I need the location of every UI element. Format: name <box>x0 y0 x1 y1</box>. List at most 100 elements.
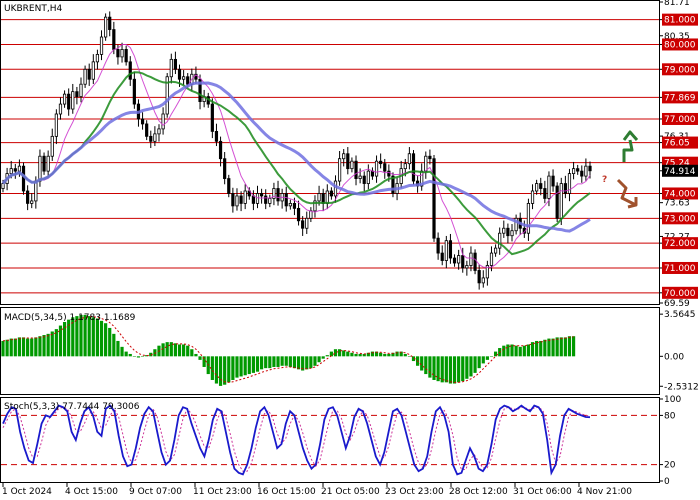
price-tick-label: 75.24 <box>664 159 690 169</box>
candle-body <box>99 36 104 55</box>
candle-body <box>535 183 539 192</box>
macd-bar <box>391 352 395 357</box>
macd-bar <box>506 344 510 357</box>
question-mark-icon: ? <box>602 175 607 185</box>
level-price-box <box>662 112 698 125</box>
candle-body <box>313 200 317 212</box>
macd-bar <box>448 356 453 384</box>
candle-body <box>42 155 46 172</box>
macd-bar <box>198 356 202 360</box>
ma-fast-line <box>2 44 591 268</box>
candle-body <box>120 49 124 58</box>
macd-bar <box>366 352 370 357</box>
macd-bar <box>255 356 260 372</box>
macd-bar <box>99 320 104 357</box>
macd-bar <box>83 314 87 357</box>
candle-body <box>75 91 79 98</box>
macd-bar <box>104 323 108 357</box>
macd-bar <box>173 343 178 357</box>
candle-body <box>457 255 461 264</box>
candle-body <box>444 240 448 261</box>
candle-body <box>584 165 588 177</box>
macd-bar <box>477 356 481 369</box>
macd-bar <box>342 350 346 357</box>
time-tick-label: 21 Oct 05:00 <box>321 487 380 497</box>
candle-body <box>473 252 477 271</box>
candle-body <box>333 180 338 197</box>
stoch-lines <box>1 404 659 476</box>
macd-bar <box>457 356 461 383</box>
level-price-box <box>662 261 698 274</box>
macd-bar <box>338 349 342 357</box>
candle-body <box>387 170 391 177</box>
candle-body <box>46 155 50 172</box>
candle-body <box>498 232 502 249</box>
candle-body <box>543 188 547 199</box>
macd-tick-label: 3.5645 <box>664 310 696 320</box>
candle-body <box>358 175 362 179</box>
macd-bar <box>21 337 26 357</box>
macd-bar <box>284 356 288 366</box>
candle-body <box>284 193 288 207</box>
ma-slow-line <box>1 81 591 233</box>
macd-bar <box>309 356 313 369</box>
candle-body <box>403 163 407 170</box>
macd-bar <box>543 339 547 357</box>
candle-body <box>50 135 54 157</box>
stoch-title: Stoch(5,3,3) 77.7444 79.3006 <box>4 402 140 412</box>
macd-bar <box>231 356 235 380</box>
macd-bar <box>38 336 42 357</box>
macd-bar <box>210 356 214 380</box>
macd-bar <box>539 340 543 357</box>
candle-body <box>165 76 169 115</box>
price-tick-label: 80.35 <box>664 32 690 42</box>
macd-bar <box>535 340 539 357</box>
candle-body <box>87 68 91 80</box>
candle-body <box>514 217 518 232</box>
annotations: ? <box>602 130 639 209</box>
macd-bar <box>452 356 457 384</box>
candle-body <box>362 175 366 184</box>
candle-body <box>1 183 5 189</box>
macd-bar <box>329 351 333 357</box>
candle-body <box>448 240 453 259</box>
candle-body <box>235 195 239 207</box>
macd-bar <box>62 322 67 357</box>
macd-bar <box>465 356 469 379</box>
candle-body <box>161 113 165 130</box>
level-price-box <box>662 63 698 76</box>
time-tick-label: 16 Oct 15:00 <box>257 487 316 497</box>
macd-bar <box>202 356 206 367</box>
candle-body <box>391 175 395 194</box>
macd-signal-line <box>2 316 574 383</box>
macd-bar <box>317 356 321 363</box>
candle-body <box>301 220 305 229</box>
macd-bars <box>1 314 576 386</box>
macd-bar <box>383 353 387 357</box>
price-tick-label: 72.000 <box>664 239 696 249</box>
candle-body <box>214 130 219 142</box>
macd-bar <box>432 356 436 380</box>
candle-body <box>71 91 75 110</box>
macd-bar <box>124 351 128 357</box>
macd-bar <box>547 338 551 357</box>
candle-body <box>407 153 411 165</box>
macd-tick-label: 0.00 <box>664 352 684 362</box>
macd-bar <box>247 356 251 375</box>
macd-bar <box>5 339 9 357</box>
price-tick-label: 71.000 <box>664 264 696 274</box>
level-price-box <box>662 136 698 149</box>
candle-body <box>124 49 128 63</box>
macd-bar <box>428 356 432 378</box>
macd-bar <box>469 356 473 377</box>
macd-bar <box>526 344 531 357</box>
candle-body <box>580 170 584 177</box>
candle-body <box>296 207 301 222</box>
candle-body <box>539 183 543 189</box>
macd-bar <box>473 356 477 373</box>
macd-bar <box>251 356 255 373</box>
candle-body <box>243 190 247 204</box>
macd-bar <box>194 353 198 357</box>
candle-body <box>350 160 354 170</box>
candle-body <box>428 155 432 160</box>
